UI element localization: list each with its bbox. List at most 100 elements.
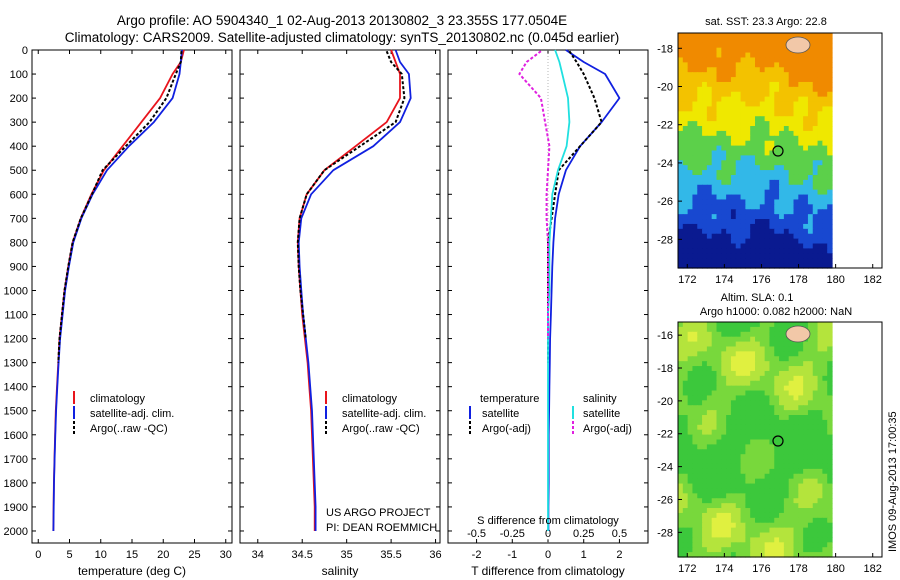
map-cell	[678, 263, 684, 269]
map-cell	[788, 101, 795, 108]
map-cell	[817, 395, 823, 401]
map-cell	[779, 488, 785, 494]
map-cell	[827, 405, 833, 411]
map-cell	[721, 517, 727, 524]
map-cell	[697, 179, 703, 186]
map-cell	[769, 263, 775, 269]
map-cell	[706, 47, 713, 54]
map-cell	[750, 415, 756, 421]
map-cell	[721, 86, 727, 93]
map-cell	[711, 410, 718, 416]
map-cell	[764, 228, 771, 235]
map-cell	[793, 527, 799, 534]
map-cell	[692, 86, 698, 93]
map-cell	[774, 385, 780, 392]
map-cell	[817, 454, 823, 460]
map-cell	[783, 209, 790, 215]
map-cell	[793, 419, 799, 426]
map-cell	[817, 62, 823, 68]
map-cell	[697, 37, 703, 44]
map-cell	[779, 37, 785, 44]
map-cell	[726, 91, 732, 98]
map-cell	[711, 47, 718, 54]
map-cell	[740, 130, 746, 137]
map-cell	[740, 473, 746, 480]
map-cell	[812, 121, 819, 127]
map-cell	[711, 106, 718, 112]
map-cell	[807, 238, 814, 245]
map-cell	[812, 478, 819, 485]
map-cell	[764, 419, 771, 426]
map-cell	[692, 37, 698, 44]
map-cell	[788, 351, 795, 357]
map-cell	[755, 101, 761, 108]
legend-label-argo: Argo(..raw -QC)	[342, 423, 420, 435]
map-cell	[779, 179, 785, 186]
map-cell	[759, 361, 766, 367]
map-cell	[730, 400, 737, 406]
map-cell	[682, 67, 689, 73]
legend-label-temp-argo: Argo(-adj)	[482, 423, 531, 435]
map-cell	[735, 537, 742, 543]
map-cell	[764, 184, 771, 191]
map-cell	[774, 91, 780, 98]
map-cell	[721, 145, 727, 152]
map-cell	[726, 67, 732, 73]
map-cell	[827, 37, 833, 44]
map-cell	[812, 424, 819, 431]
map-cell	[803, 322, 809, 328]
map-cell	[788, 552, 795, 558]
map-cell	[702, 233, 708, 240]
map-cell	[702, 419, 708, 426]
map-cell	[682, 356, 689, 362]
map-cell	[678, 434, 684, 441]
map-cell	[706, 517, 713, 524]
map-cell	[779, 106, 785, 112]
series-line-satellite-adj-clim	[297, 49, 412, 531]
map-cell	[706, 493, 713, 499]
map-cell	[750, 434, 756, 441]
map-cell	[730, 434, 737, 441]
map-cell	[697, 552, 703, 558]
map-cell	[706, 483, 713, 490]
map-cell	[721, 91, 727, 98]
map-cell	[735, 532, 742, 539]
map-cell	[692, 542, 698, 548]
map-cell	[779, 415, 785, 421]
map-cell	[807, 547, 814, 553]
map-cell	[706, 72, 713, 78]
map-cell	[798, 512, 804, 519]
map-cell	[755, 42, 761, 49]
map-cell	[783, 415, 790, 421]
map-cell	[687, 199, 694, 205]
argo-location-marker	[772, 435, 784, 447]
map-cell	[702, 204, 708, 210]
map-cell	[798, 405, 804, 411]
map-cell	[697, 77, 703, 83]
map-cell	[750, 405, 756, 411]
map-cell	[711, 463, 718, 470]
map-cell	[697, 498, 703, 504]
map-cell	[769, 248, 775, 254]
map-cell	[803, 223, 809, 230]
map-cell	[687, 111, 694, 117]
map-cell	[726, 228, 732, 235]
map-cell	[817, 57, 823, 63]
map-cell	[735, 522, 742, 529]
map-cell	[692, 424, 698, 431]
map-cell	[779, 160, 785, 166]
map-cell	[817, 341, 823, 348]
map-cell	[817, 81, 823, 88]
map-cell	[740, 410, 746, 416]
map-cell	[678, 351, 684, 357]
map-cell	[779, 194, 785, 201]
map-cell	[793, 96, 799, 103]
map-cell	[711, 449, 718, 455]
map-cell	[706, 111, 713, 117]
map-cell	[687, 508, 694, 514]
map-cell	[788, 165, 795, 171]
map-cell	[817, 400, 823, 406]
map-cell	[822, 488, 828, 494]
map-cell	[764, 493, 771, 499]
map-cell	[788, 493, 795, 499]
